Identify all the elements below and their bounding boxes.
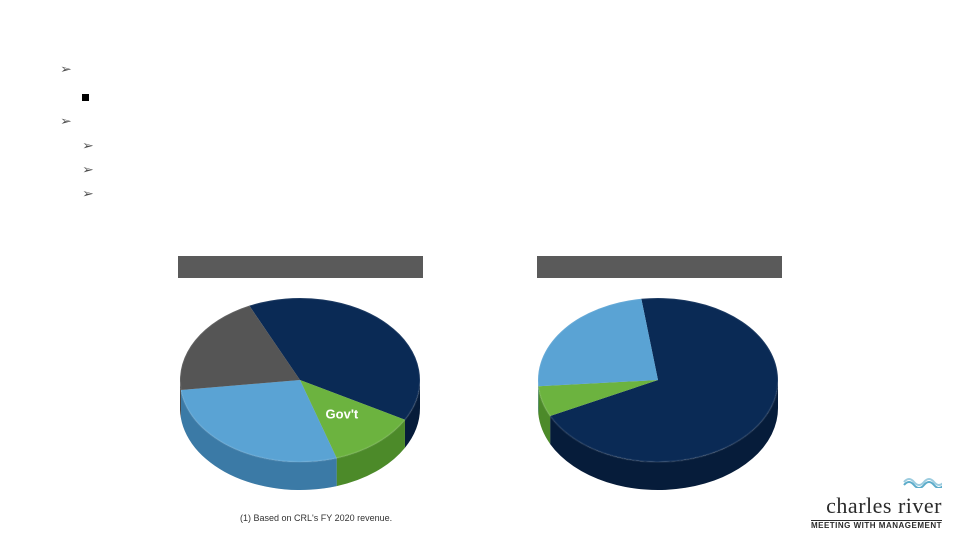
logo-name: charles river: [811, 493, 942, 519]
footnote: (1) Based on CRL's FY 2020 revenue.: [240, 513, 392, 523]
pie-slice: [538, 299, 658, 386]
wave-icon: [902, 475, 942, 493]
logo-tagline: MEETING WITH MANAGEMENT: [811, 521, 942, 530]
pie-chart-right: [0, 0, 960, 540]
brand-logo: charles river MEETING WITH MANAGEMENT: [811, 475, 942, 531]
